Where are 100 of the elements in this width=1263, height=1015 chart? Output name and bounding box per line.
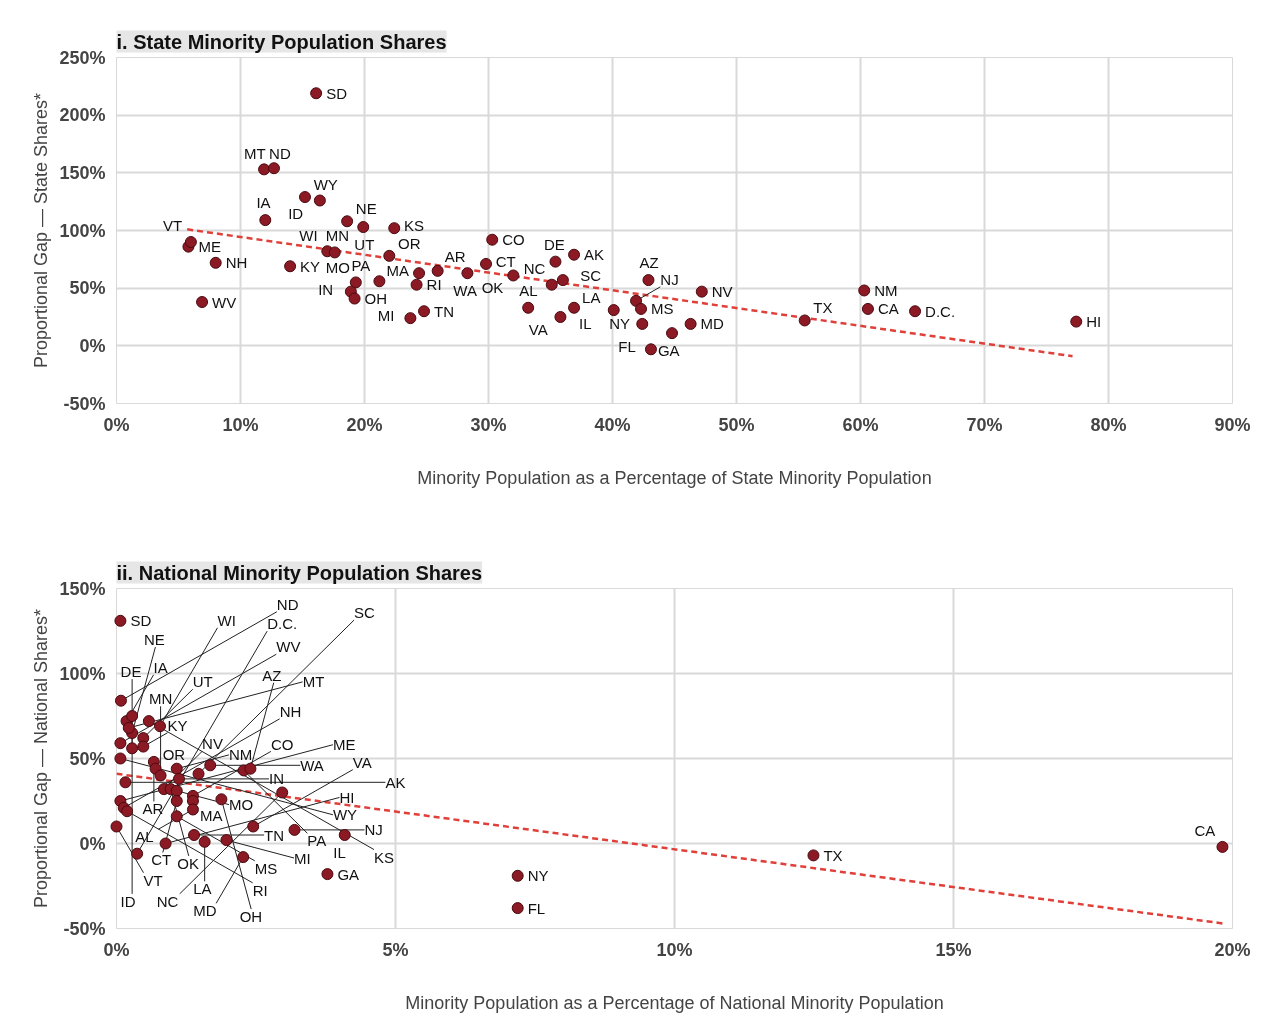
annotation: IA: [153, 658, 168, 676]
annotation: MA: [386, 262, 409, 280]
annotation: KY: [167, 716, 188, 734]
annotation: IA: [256, 194, 271, 212]
annotation: TN: [264, 826, 285, 844]
x-tick-label: 90%: [1214, 414, 1251, 435]
annotation: UT: [192, 673, 213, 691]
y-tick-label: 200%: [59, 105, 106, 126]
x-tick-label: 50%: [718, 414, 755, 435]
annotation: VA: [352, 753, 372, 771]
annotation: GA: [657, 341, 680, 359]
x-tick-label: 80%: [1090, 414, 1127, 435]
y-tick-label: 100%: [59, 220, 106, 241]
x-tick-label: 20%: [1214, 939, 1251, 960]
x-tick-label: 40%: [594, 414, 631, 435]
annotation: AL: [135, 828, 154, 846]
annotation: ME: [332, 736, 356, 754]
annotation: KS: [374, 848, 395, 866]
annotation: HI: [339, 788, 355, 806]
annotation: VT: [162, 217, 183, 235]
y-tick-label: 250%: [59, 47, 106, 68]
annotation: ND: [269, 144, 291, 162]
annotation: KY: [300, 257, 321, 275]
annotation: AZ: [262, 666, 282, 684]
annotation: CA: [1194, 822, 1216, 840]
annotation: LA: [193, 880, 212, 898]
y-axis-title: Proportional Gap — State Shares*: [31, 92, 52, 369]
annotation: IL: [579, 315, 592, 333]
annotation: NH: [279, 702, 302, 720]
annotation: AL: [519, 282, 538, 300]
annotation: HI: [1086, 313, 1102, 331]
x-tick-label: 10%: [656, 939, 693, 960]
annotation: NJ: [660, 270, 679, 288]
annotation: RI: [252, 881, 268, 899]
annotation: MA: [200, 806, 223, 824]
annotation: FL: [618, 338, 636, 356]
annotation: SD: [130, 612, 152, 630]
annotation: WY: [332, 806, 358, 824]
annotation: FL: [527, 899, 546, 917]
annotation: MD: [700, 315, 725, 333]
annotation: UT: [354, 235, 375, 253]
annotation: WI: [217, 611, 236, 629]
annotation: IL: [333, 843, 346, 861]
annotation: KS: [403, 217, 424, 235]
annotation: MN: [325, 226, 350, 244]
y-tick-label: 0%: [79, 833, 106, 854]
annotation: WV: [276, 638, 301, 656]
annotation: WI: [299, 226, 318, 244]
annotation: AK: [385, 773, 406, 791]
y-axis-title: Proportional Gap — National Shares*: [31, 608, 52, 909]
annotation: WV: [212, 293, 237, 311]
annotation: ME: [198, 238, 221, 256]
annotation: AK: [584, 246, 605, 264]
annotation: DE: [543, 235, 565, 253]
annotation: DE: [120, 663, 142, 681]
annotation: MN: [149, 690, 173, 708]
annotation: TN: [434, 302, 455, 320]
annotation: CO: [270, 735, 294, 753]
annotation: D.C.: [925, 302, 956, 320]
annotation: WY: [313, 176, 338, 194]
y-tick-label: 0%: [79, 335, 106, 356]
annotation: CT: [495, 252, 516, 270]
annotation: NM: [228, 746, 253, 764]
annotation: AR: [444, 247, 466, 265]
annotation: MD: [193, 902, 217, 920]
x-tick-label: 10%: [222, 414, 259, 435]
x-axis-title: Minority Population as a Percentage of National Minority Population: [405, 992, 944, 1013]
annotation: OK: [481, 279, 504, 297]
annotation: NV: [202, 735, 223, 753]
annotation: MT: [243, 145, 266, 163]
annotation: VA: [528, 321, 548, 338]
annotation: OR: [162, 745, 186, 763]
annotation: SC: [580, 266, 602, 284]
annotation: ID: [288, 204, 304, 222]
annotation: NY: [527, 867, 549, 885]
annotation: LA: [582, 289, 601, 307]
annotation: MT: [302, 673, 325, 691]
y-tick-label: -50%: [63, 393, 106, 414]
annotation: PA: [351, 256, 371, 274]
annotation: MS: [651, 300, 674, 318]
annotation: MS: [254, 859, 278, 877]
annotation: VT: [143, 871, 163, 889]
y-tick-label: 50%: [69, 278, 106, 299]
annotation: IN: [318, 280, 334, 298]
annotation: PA: [307, 832, 327, 850]
annotation: NM: [874, 281, 898, 299]
x-tick-label: 70%: [966, 414, 1003, 435]
annotation: OK: [177, 854, 199, 872]
annotation: NC: [156, 892, 179, 910]
annotation: OH: [364, 290, 388, 308]
annotation: WA: [453, 281, 477, 299]
y-tick-label: 50%: [69, 748, 106, 769]
y-tick-label: 150%: [59, 578, 106, 599]
y-tick-label: 150%: [59, 162, 106, 183]
annotation: MO: [228, 796, 254, 814]
annotation: NY: [609, 315, 631, 333]
annotation: OH: [239, 908, 263, 925]
x-tick-label: 0%: [103, 939, 130, 960]
annotation: AZ: [639, 254, 659, 272]
annotation: NE: [143, 631, 165, 649]
